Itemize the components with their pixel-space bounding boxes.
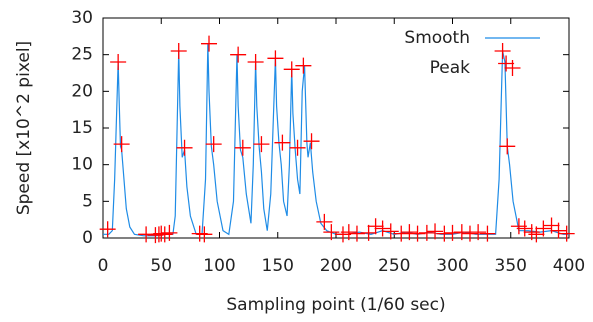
peak-marker [295, 57, 312, 74]
peak-marker [558, 225, 575, 242]
y-tick-label: 5 [82, 191, 93, 211]
peak-marker [316, 213, 333, 230]
peak-marker [340, 224, 357, 241]
peak-marker [360, 224, 377, 241]
peak-marker [418, 224, 435, 241]
peak-marker [113, 136, 130, 153]
peak-marker [348, 225, 365, 242]
peak-marker [201, 35, 218, 52]
peak-marker [367, 218, 384, 235]
peak-marker [516, 220, 533, 237]
peak-marker [205, 136, 222, 153]
peak-marker [176, 139, 193, 156]
y-tick-label: 30 [71, 8, 93, 28]
x-tick-label: 250 [378, 256, 410, 276]
peak-marker [196, 226, 213, 243]
x-tick-label: 200 [320, 256, 352, 276]
peak-marker [523, 224, 540, 241]
legend-swatch [504, 60, 521, 76]
peak-marker [110, 54, 127, 70]
peak-marker [153, 225, 170, 242]
x-axis-label: Sampling point (1/60 sec) [226, 295, 445, 315]
y-tick-label: 10 [71, 155, 93, 175]
peak-marker [161, 224, 178, 241]
peak-marker [234, 139, 251, 156]
y-tick-label: 20 [71, 81, 93, 101]
legend-label: Peak [430, 58, 471, 78]
peak-marker [444, 224, 461, 241]
peak-marker [323, 224, 340, 241]
peak-marker [289, 139, 306, 156]
x-tick-label: 150 [262, 256, 294, 276]
legend-label: Smooth [404, 28, 470, 48]
peak-marker [303, 133, 320, 150]
peak-marker [401, 224, 418, 241]
peak-marker [479, 225, 496, 242]
peak-marker [427, 223, 444, 240]
x-tick-label: 350 [495, 256, 527, 276]
y-tick-label: 25 [71, 45, 93, 65]
peak-marker [382, 223, 399, 240]
peak-marker [170, 43, 187, 59]
x-tick-label: 300 [436, 256, 468, 276]
peak-marker [253, 136, 270, 153]
x-tick-label: 400 [553, 256, 585, 276]
peak-marker [470, 224, 487, 241]
x-tick-label: 0 [98, 256, 109, 276]
peak-marker [267, 50, 284, 67]
peak-marker [230, 46, 247, 63]
peak-marker [550, 222, 567, 239]
peak-marker [498, 55, 515, 72]
peak-marker [156, 226, 173, 243]
peak-marker [374, 220, 391, 237]
peak-marker [191, 225, 208, 242]
x-tick-label: 50 [150, 256, 172, 276]
peak-marker [274, 134, 291, 151]
peak-marker [283, 61, 300, 78]
peak-marker [494, 43, 511, 59]
peak-marker [436, 225, 453, 242]
y-axis-label: Speed [x10^2 pixel] [14, 41, 34, 215]
peak-marker [499, 138, 516, 155]
x-tick-label: 100 [203, 256, 235, 276]
y-tick-label: 15 [71, 118, 93, 138]
peak-marker [409, 225, 426, 242]
peak-marker [535, 220, 552, 237]
y-tick-label: 0 [82, 228, 93, 248]
peak-marker [247, 54, 264, 70]
peak-marker [453, 224, 470, 241]
peak-marker [393, 225, 410, 242]
smooth-line [103, 43, 569, 237]
peak-marker [99, 221, 116, 238]
peak-marker [461, 225, 478, 242]
